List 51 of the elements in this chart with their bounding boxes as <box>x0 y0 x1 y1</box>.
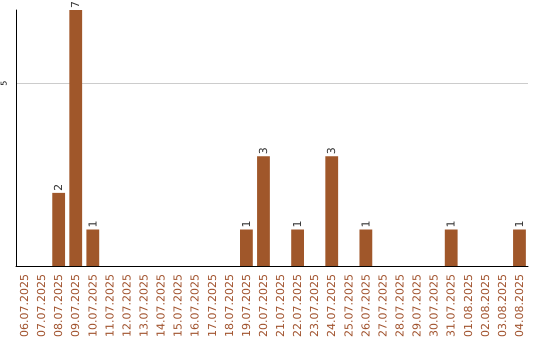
data-label: 1 <box>240 220 253 228</box>
y-tick-label: 5 <box>0 80 8 86</box>
data-label: 1 <box>444 220 458 228</box>
data-label: 1 <box>86 220 100 228</box>
x-tick-label: 04.08.2025 <box>512 274 526 338</box>
bar <box>291 229 304 266</box>
x-tick-label: 19.07.2025 <box>240 274 253 338</box>
x-tick-label: 31.07.2025 <box>444 274 458 338</box>
x-tick-label: 02.08.2025 <box>478 274 492 338</box>
data-label: 2 <box>52 184 66 191</box>
bar <box>444 229 458 266</box>
data-label: 1 <box>512 220 526 228</box>
x-tick-label: 18.07.2025 <box>222 274 236 338</box>
bar <box>513 229 526 266</box>
x-tick-label: 03.08.2025 <box>496 274 509 338</box>
bar <box>69 10 82 266</box>
x-tick-label: 06.07.2025 <box>18 274 32 338</box>
x-tick-label: 30.07.2025 <box>428 274 441 338</box>
bar <box>240 229 253 266</box>
x-tick-label: 27.07.2025 <box>376 274 390 338</box>
x-tick-label: 22.07.2025 <box>291 274 304 338</box>
x-tick-label: 20.07.2025 <box>256 274 270 338</box>
data-label: 3 <box>256 147 270 154</box>
x-tick-label: 24.07.2025 <box>325 274 338 338</box>
bar <box>325 156 338 266</box>
x-tick-label: 23.07.2025 <box>308 274 322 338</box>
bar <box>257 156 270 266</box>
data-label: 1 <box>291 220 304 228</box>
x-tick-label: 12.07.2025 <box>120 274 134 338</box>
bar <box>52 192 66 266</box>
x-tick-label: 07.07.2025 <box>35 274 48 338</box>
x-tick-label: 25.07.2025 <box>342 274 356 338</box>
data-label: 1 <box>359 220 372 228</box>
x-tick-label: 10.07.2025 <box>86 274 100 338</box>
data-label: 7 <box>69 1 82 8</box>
x-tick-label: 13.07.2025 <box>138 274 150 338</box>
x-tick-label: 21.07.2025 <box>274 274 288 338</box>
x-tick-label: 16.07.2025 <box>188 274 202 338</box>
x-tick-label: 11.07.2025 <box>103 274 116 338</box>
x-tick-label: 09.07.2025 <box>69 274 82 338</box>
bar <box>86 229 100 266</box>
x-tick-label: 26.07.2025 <box>359 274 372 338</box>
bar <box>359 229 372 266</box>
x-tick-label: 17.07.2025 <box>206 274 219 338</box>
x-tick-label: 15.07.2025 <box>172 274 185 338</box>
x-tick-label: 29.07.2025 <box>410 274 424 338</box>
x-tick-label: 01.08.2025 <box>462 274 475 338</box>
x-tick-label: 08.07.2025 <box>52 274 66 338</box>
data-label: 3 <box>325 147 338 154</box>
x-tick-label: 28.07.2025 <box>394 274 406 338</box>
x-tick-label: 14.07.2025 <box>154 274 168 338</box>
